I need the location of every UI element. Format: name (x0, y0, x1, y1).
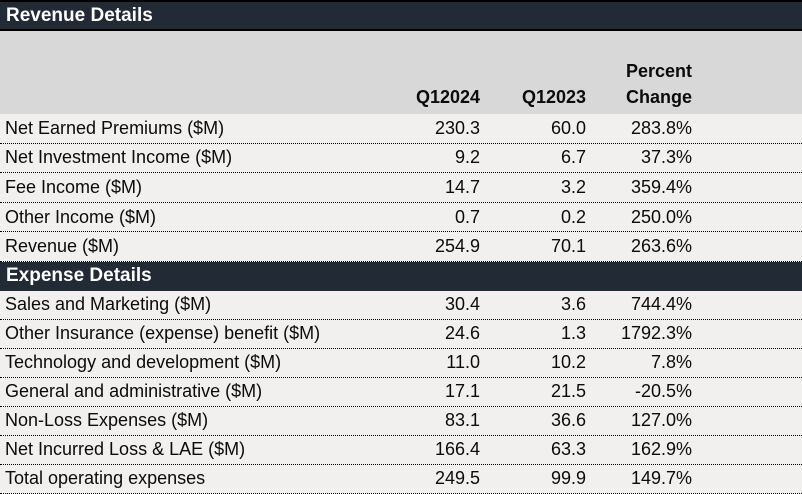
q12023-value: 70.1 (550, 236, 586, 257)
q12024-value: 9.2 (454, 147, 480, 168)
q12024-value: 230.3 (434, 117, 480, 138)
table-row-net-incurred-loss-lae: Net Incurred Loss & LAE ($M) 166.4 63.3 … (0, 435, 802, 465)
column-header-block: Percent Q12024 Q12023 Change (0, 31, 802, 114)
column-header-line2: Q12024 Q12023 Change (0, 84, 802, 110)
q12023-value: 3.6 (560, 294, 586, 315)
percent-change-value: 127.0% (630, 410, 692, 431)
q12024-value: 83.1 (444, 410, 480, 431)
q12024-value: 166.4 (434, 439, 480, 460)
percent-change-value: 37.3% (640, 147, 692, 168)
table-row-non-loss-expenses: Non-Loss Expenses ($M) 83.1 36.6 127.0% (0, 406, 802, 436)
section-title-expense: Expense Details (6, 265, 152, 287)
col-header-q12023: Q12023 (521, 86, 586, 107)
q12023-value: 63.3 (550, 439, 586, 460)
row-label: Total operating expenses (5, 468, 206, 489)
q12024-value: 30.4 (444, 294, 480, 315)
percent-change-value: 149.7% (630, 468, 692, 489)
percent-change-value: 744.4% (630, 294, 692, 315)
percent-change-value: 250.0% (630, 206, 692, 227)
table-row-fee-income: Fee Income ($M) 14.7 3.2 359.4% (0, 173, 802, 203)
table-row-other-insurance-benefit: Other Insurance (expense) benefit ($M) 2… (0, 319, 802, 349)
q12023-value: 10.2 (550, 352, 586, 373)
row-label: Sales and Marketing ($M) (5, 294, 212, 315)
section-title-revenue: Revenue Details (6, 4, 153, 26)
col-header-percent: Percent (625, 60, 692, 81)
table-row-net-earned-premiums: Net Earned Premiums ($M) 230.3 60.0 283.… (0, 114, 802, 144)
section-header-expense: Expense Details (0, 261, 802, 291)
q12023-value: 36.6 (550, 410, 586, 431)
col-header-q12024: Q12024 (415, 86, 480, 107)
section-header-revenue: Revenue Details (0, 0, 802, 31)
table-row-general-and-administrative: General and administrative ($M) 17.1 21.… (0, 377, 802, 407)
q12024-value: 254.9 (434, 236, 480, 257)
row-label: Revenue ($M) (5, 236, 120, 257)
percent-change-value: 283.8% (630, 117, 692, 138)
q12024-value: 0.7 (454, 206, 480, 227)
q12023-value: 60.0 (550, 117, 586, 138)
percent-change-value: 263.6% (630, 236, 692, 257)
row-label: Net Earned Premiums ($M) (5, 117, 225, 138)
percent-change-value: 7.8% (650, 352, 692, 373)
row-label: Net Incurred Loss & LAE ($M) (5, 439, 246, 460)
q12024-value: 17.1 (444, 381, 480, 402)
table-row-technology-and-development: Technology and development ($M) 11.0 10.… (0, 348, 802, 378)
row-label: Technology and development ($M) (5, 352, 282, 373)
q12023-value: 6.7 (560, 147, 586, 168)
q12024-value: 14.7 (444, 176, 480, 197)
q12023-value: 99.9 (550, 468, 586, 489)
table-row-sales-and-marketing: Sales and Marketing ($M) 30.4 3.6 744.4% (0, 290, 802, 320)
q12024-value: 11.0 (446, 352, 480, 373)
expense-section-rows: Sales and Marketing ($M) 30.4 3.6 744.4%… (0, 290, 802, 494)
percent-change-value: -20.5% (634, 381, 692, 402)
table-row-other-income: Other Income ($M) 0.7 0.2 250.0% (0, 202, 802, 233)
table-row-net-investment-income: Net Investment Income ($M) 9.2 6.7 37.3% (0, 143, 802, 174)
column-header-line1: Percent (0, 58, 802, 84)
row-label: Other Income ($M) (5, 206, 157, 227)
percent-change-value: 162.9% (630, 439, 692, 460)
q12023-value: 21.5 (550, 381, 586, 402)
percent-change-value: 359.4% (630, 176, 692, 197)
q12024-value: 24.6 (444, 323, 480, 344)
percent-change-value: 1792.3% (620, 323, 692, 344)
revenue-section-rows: Net Earned Premiums ($M) 230.3 60.0 283.… (0, 114, 802, 262)
q12023-value: 3.2 (560, 176, 586, 197)
col-header-change: Change (625, 86, 692, 107)
table-row-total-operating-expenses: Total operating expenses 249.5 99.9 149.… (0, 464, 802, 494)
row-label: General and administrative ($M) (5, 381, 263, 402)
q12023-value: 1.3 (560, 323, 586, 344)
table-row-revenue-total: Revenue ($M) 254.9 70.1 263.6% (0, 232, 802, 262)
row-label: Fee Income ($M) (5, 176, 143, 197)
row-label: Non-Loss Expenses ($M) (5, 410, 209, 431)
q12024-value: 249.5 (434, 468, 480, 489)
row-label: Net Investment Income ($M) (5, 147, 233, 168)
q12023-value: 0.2 (560, 206, 586, 227)
row-label: Other Insurance (expense) benefit ($M) (5, 323, 321, 344)
